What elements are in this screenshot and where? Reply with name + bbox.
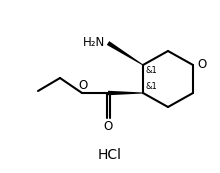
Text: &1: &1	[146, 82, 158, 91]
Polygon shape	[107, 41, 143, 65]
Text: &1: &1	[146, 66, 158, 75]
Text: O: O	[103, 120, 113, 133]
Text: O: O	[78, 79, 88, 92]
Text: HCl: HCl	[98, 148, 122, 162]
Text: O: O	[197, 57, 206, 71]
Text: H₂N: H₂N	[83, 35, 105, 48]
Polygon shape	[108, 91, 143, 95]
